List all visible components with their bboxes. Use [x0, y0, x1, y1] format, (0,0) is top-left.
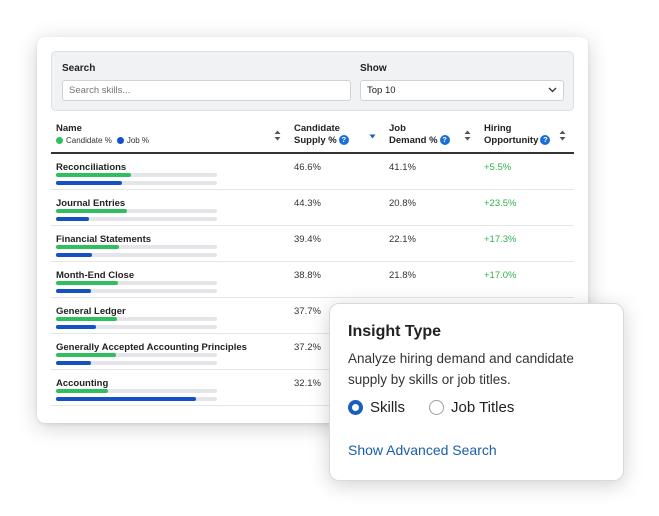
candidate-bar	[56, 209, 127, 213]
table-row[interactable]: Reconciliations 46.6% 41.1% +5.5%	[51, 154, 574, 190]
sort-icon[interactable]	[464, 130, 471, 141]
skill-name: General Ledger	[56, 306, 126, 317]
job-bar-track	[56, 325, 217, 329]
candidate-bar	[56, 281, 118, 285]
skill-name: Financial Statements	[56, 234, 152, 245]
job-bar	[56, 181, 122, 185]
candidate-supply-value: 39.4%	[294, 234, 321, 245]
column-header-hiring-opportunity[interactable]: Hiring Opportunity?	[484, 123, 551, 147]
job-bar-track	[56, 289, 217, 293]
skill-name: Month-End Close	[56, 270, 135, 281]
job-bar	[56, 217, 89, 221]
sort-icon[interactable]	[274, 130, 281, 141]
bar-legend: Candidate % Job %	[56, 136, 149, 145]
show-select[interactable]: Top 10	[360, 80, 564, 101]
hiring-opportunity-value: +23.5%	[484, 198, 517, 209]
popover-title: Insight Type	[348, 323, 442, 340]
show-advanced-search-link[interactable]: Show Advanced Search	[348, 442, 497, 458]
candidate-bar	[56, 353, 116, 357]
legend-candidate-label: Candidate %	[66, 136, 112, 145]
radio-unselected-icon	[429, 400, 444, 415]
radio-job-titles[interactable]: Job Titles	[429, 399, 514, 416]
candidate-bar-track	[56, 245, 217, 249]
candidate-supply-value: 46.6%	[294, 162, 321, 173]
sort-icon[interactable]	[559, 130, 566, 141]
legend-job-label: Job %	[126, 136, 150, 145]
table-row[interactable]: Generally Accepted Accounting Principles…	[51, 334, 574, 370]
insight-type-popover: Insight Type Analyze hiring demand and c…	[329, 303, 624, 481]
search-input[interactable]	[62, 80, 351, 101]
job-bar	[56, 325, 96, 329]
radio-selected-icon	[348, 400, 363, 415]
candidate-supply-value: 32.1%	[294, 378, 321, 389]
chevron-down-icon	[548, 87, 557, 93]
job-bar	[56, 361, 91, 365]
skill-name: Journal Entries	[56, 198, 126, 209]
table-row[interactable]: General Ledger 37.7%	[51, 298, 574, 334]
job-demand-value: 21.8%	[389, 270, 416, 281]
column-header-candidate-supply[interactable]: Candidate Supply %?	[294, 123, 349, 147]
candidate-bar-track	[56, 353, 217, 357]
hiring-opportunity-value: +17.3%	[484, 234, 517, 245]
radio-skills-label: Skills	[370, 399, 406, 416]
job-bar-track	[56, 361, 217, 365]
show-select-value: Top 10	[367, 85, 396, 96]
skills-table-card: Search Show Top 10 Name Candidate % Job …	[37, 37, 588, 423]
candidate-bar-track	[56, 173, 217, 177]
candidate-bar	[56, 317, 117, 321]
skill-name: Generally Accepted Accounting Principles	[56, 342, 247, 353]
job-bar	[56, 253, 92, 257]
job-demand-value: 22.1%	[389, 234, 416, 245]
search-label: Search	[62, 63, 96, 74]
help-icon[interactable]: ?	[439, 135, 450, 146]
skill-name: Accounting	[56, 378, 109, 389]
candidate-bar-track	[56, 281, 217, 285]
job-bar	[56, 289, 91, 293]
candidate-supply-value: 37.7%	[294, 306, 321, 317]
candidate-supply-value: 44.3%	[294, 198, 321, 209]
sort-descending-icon[interactable]	[369, 134, 376, 139]
header-divider	[51, 152, 574, 154]
candidate-bar-track	[56, 317, 217, 321]
job-bar	[56, 397, 196, 401]
show-label: Show	[360, 63, 387, 74]
candidate-supply-value: 38.8%	[294, 270, 321, 281]
candidate-legend-dot	[56, 137, 63, 144]
table-row[interactable]: Journal Entries 44.3% 20.8% +23.5%	[51, 190, 574, 226]
popover-description: Analyze hiring demand and candidate supp…	[348, 351, 574, 387]
column-header-job-demand[interactable]: Job Demand %?	[389, 123, 450, 147]
job-demand-value: 41.1%	[389, 162, 416, 173]
candidate-bar	[56, 245, 119, 249]
candidate-bar-track	[56, 209, 217, 213]
hiring-opportunity-value: +17.0%	[484, 270, 517, 281]
job-bar-track	[56, 253, 217, 257]
candidate-supply-value: 37.2%	[294, 342, 321, 353]
table-row[interactable]: Month-End Close 38.8% 21.8% +17.0%	[51, 262, 574, 298]
job-demand-value: 20.8%	[389, 198, 416, 209]
radio-skills[interactable]: Skills	[348, 399, 405, 416]
skill-name: Reconciliations	[56, 162, 127, 173]
help-icon[interactable]: ?	[338, 135, 349, 146]
hiring-opportunity-value: +5.5%	[484, 162, 512, 173]
job-bar-track	[56, 217, 217, 221]
table-row[interactable]: Accounting 32.1%	[51, 370, 574, 406]
table-row[interactable]: Financial Statements 39.4% 22.1% +17.3%	[51, 226, 574, 262]
filter-panel: Search Show Top 10	[51, 51, 574, 111]
column-header-name[interactable]: Name	[56, 123, 82, 134]
radio-job-titles-label: Job Titles	[451, 399, 515, 416]
job-bar-track	[56, 397, 217, 401]
candidate-bar	[56, 389, 108, 393]
help-icon[interactable]: ?	[540, 135, 551, 146]
candidate-bar-track	[56, 389, 217, 393]
candidate-bar	[56, 173, 131, 177]
job-legend-dot	[116, 137, 124, 144]
job-bar-track	[56, 181, 217, 185]
